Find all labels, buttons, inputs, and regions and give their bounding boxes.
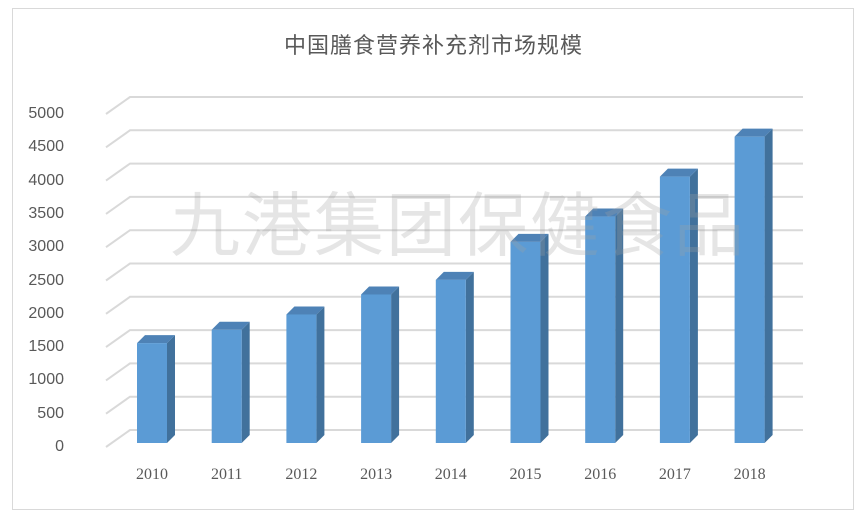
x-tick-label: 2012 xyxy=(285,466,318,483)
watermark: 九港集团保健食品 xyxy=(170,185,746,267)
gridline xyxy=(105,329,803,348)
y-tick-label: 2500 xyxy=(28,271,64,289)
gridline xyxy=(105,229,803,249)
bar xyxy=(137,335,175,443)
x-tick-label: 2017 xyxy=(658,466,691,483)
y-tick-label: 3500 xyxy=(28,204,64,222)
y-tick-label: 5000 xyxy=(28,105,64,122)
bar xyxy=(211,321,250,443)
x-tick-label: 2015 xyxy=(509,466,542,483)
gridline xyxy=(105,96,803,115)
bar xyxy=(734,128,773,443)
gridline xyxy=(105,262,803,282)
gridline xyxy=(105,129,803,149)
x-tick-label: 2013 xyxy=(360,466,393,483)
gridline xyxy=(105,395,803,415)
x-tick-label: 2014 xyxy=(434,466,467,483)
y-tick-label: 4000 xyxy=(28,171,64,189)
x-tick-label: 2016 xyxy=(584,466,617,483)
y-tick-label: 3000 xyxy=(28,238,64,256)
bar xyxy=(286,306,325,443)
chart-title: 中国膳食营养补充剂市场规模 xyxy=(283,34,583,59)
bar xyxy=(361,286,400,443)
y-tick-label: 2000 xyxy=(28,304,64,322)
gridline xyxy=(105,429,803,448)
gridline xyxy=(105,295,803,315)
y-tick-label: 1000 xyxy=(28,371,64,389)
bar xyxy=(510,233,549,443)
bar xyxy=(435,271,474,443)
y-tick-label: 1500 xyxy=(28,338,64,356)
bar xyxy=(659,168,698,443)
gridline xyxy=(105,362,803,382)
y-tick-label: 500 xyxy=(37,404,64,422)
y-tick-label: 4500 xyxy=(28,138,64,156)
x-tick-label: 2011 xyxy=(210,466,243,483)
y-tick-label: 0 xyxy=(55,438,64,455)
gridline xyxy=(105,162,803,182)
gridline xyxy=(105,195,803,215)
x-tick-label: 2010 xyxy=(136,466,168,483)
x-tick-label: 2018 xyxy=(733,466,766,483)
bar xyxy=(585,208,624,443)
